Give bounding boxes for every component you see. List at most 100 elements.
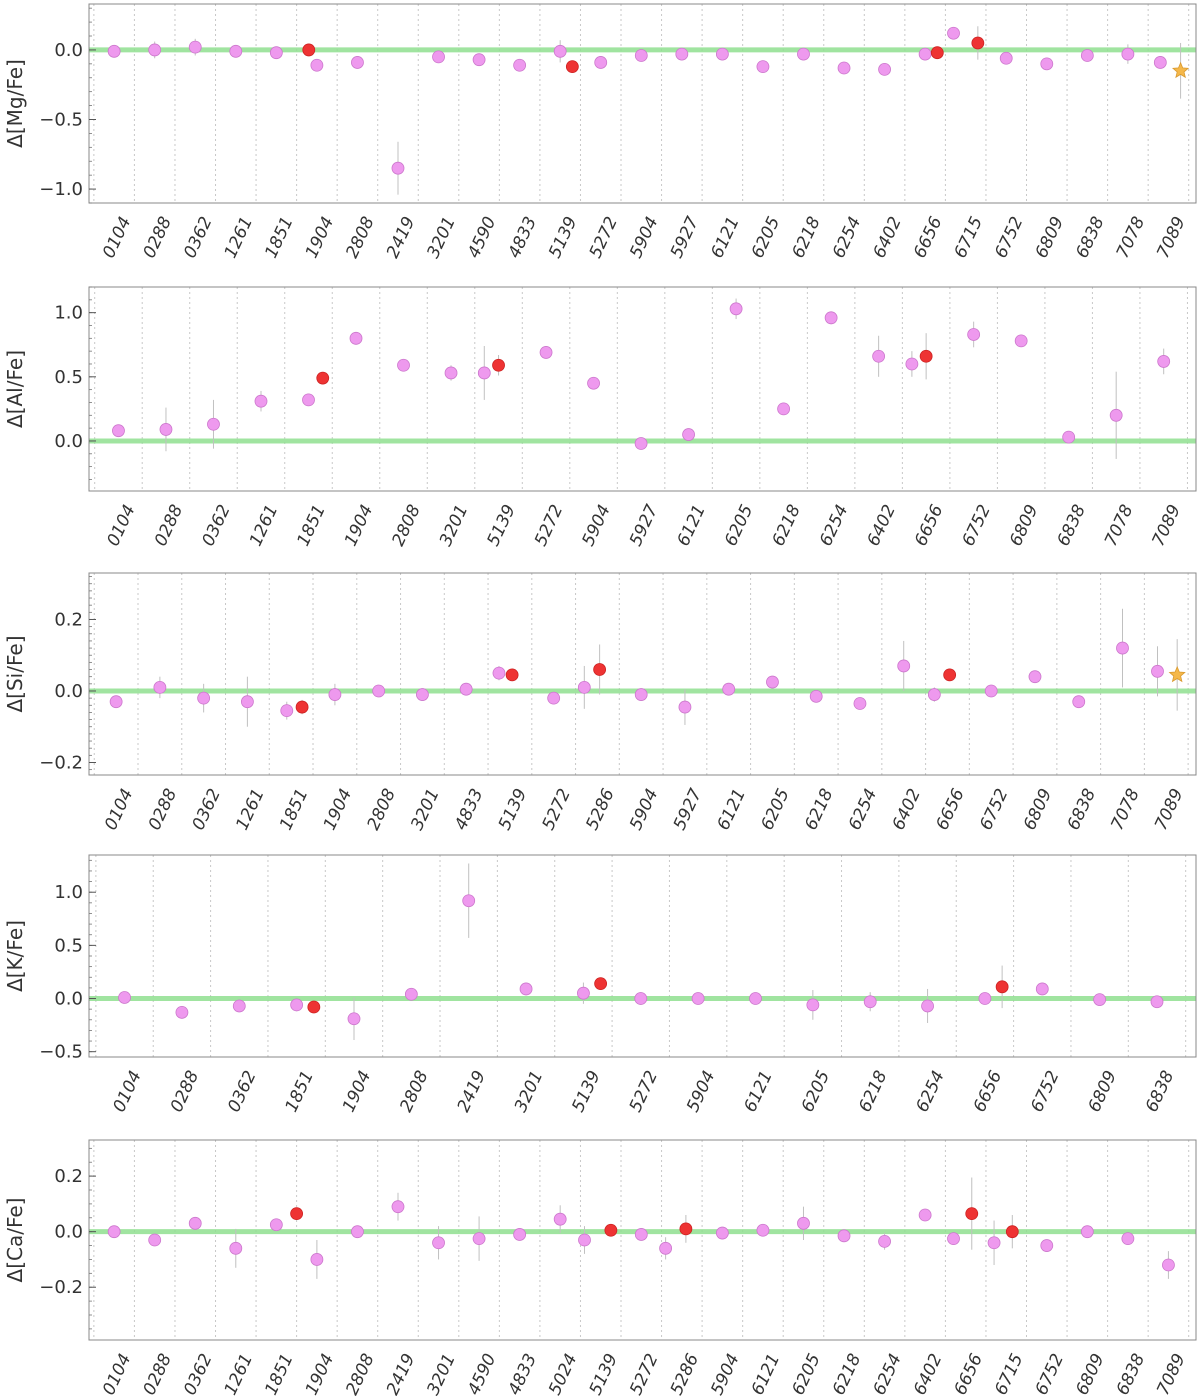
data-marker [577,681,591,694]
data-marker [777,402,791,416]
x-tick-label: 5024 [545,1351,581,1398]
x-tick-label: 7089 [1153,214,1189,262]
x-tick-label: 0104 [99,214,135,262]
x-tick-label: 2808 [396,1068,432,1116]
x-tick-label: 5904 [626,786,662,834]
x-tick-label: 4833 [451,786,487,834]
x-tick-label: 7089 [1151,786,1187,834]
x-tick-label: 1904 [302,214,338,262]
x-tick-label: 4590 [464,1351,500,1398]
data-marker [587,376,600,390]
highlight-marker [679,1222,693,1236]
y-tick-label: 0.0 [54,681,83,702]
data-marker [634,49,648,62]
data-marker [240,695,254,709]
data-marker [878,63,891,76]
data-marker [905,357,919,371]
data-marker [118,991,131,1004]
data-marker [1040,57,1054,71]
data-marker [462,894,476,908]
x-tick-label: 0362 [198,502,234,550]
x-tick-label: 6809 [1032,214,1068,262]
y-tick-label: 0.5 [54,935,83,956]
x-tick-label: 6254 [816,502,852,550]
y-tick-label: 0.0 [54,431,83,452]
data-marker [1150,995,1164,1009]
data-marker [1121,47,1135,61]
data-marker [159,423,173,436]
data-marker [347,1012,361,1026]
data-marker [459,682,473,696]
x-tick-label: 6656 [951,1351,987,1398]
x-tick-label: 6254 [869,1351,905,1398]
data-marker [372,684,386,698]
highlight-marker [593,663,607,676]
x-tick-label: 5139 [483,502,519,550]
x-tick-label: 3201 [407,786,443,834]
data-marker [682,428,695,441]
highlight-marker [971,36,985,50]
x-tick-label: 7089 [1149,502,1185,550]
x-tick-label: 1904 [320,786,356,834]
y-tick-label: 0.0 [54,1222,83,1243]
x-tick-label: 6254 [829,214,865,262]
x-tick-label: 0288 [145,786,181,834]
x-tick-label: 6656 [910,214,946,262]
x-tick-label: 5272 [539,786,575,834]
data-marker [148,43,162,57]
x-tick-label: 1851 [293,502,329,550]
data-marker [967,328,981,341]
x-tick-label: 2419 [383,214,419,262]
x-tick-label: 6254 [912,1068,948,1116]
data-marker [391,161,405,175]
data-marker [254,394,268,408]
x-tick-label: 0362 [180,214,216,262]
x-tick-label: 6656 [911,502,947,550]
data-marker [1109,408,1123,422]
data-marker [229,44,243,58]
x-tick-label: 5904 [683,1068,719,1116]
data-marker [634,992,648,1005]
x-tick-label: 6121 [740,1068,776,1116]
highlight-marker [1005,1225,1019,1239]
x-tick-label: 6809 [1020,786,1056,834]
highlight-marker [302,43,316,57]
x-tick-label: 6402 [869,214,905,262]
x-tick-label: 0104 [103,502,139,550]
x-tick-label: 5272 [586,214,622,262]
y-tick-label: 0.0 [54,40,83,61]
data-marker [1121,1232,1135,1246]
x-tick-label: 4833 [505,1351,541,1398]
data-marker [766,675,779,689]
y-tick-label: 0.2 [54,1166,83,1187]
y-axis-label: Δ[Ca/Fe] [3,1198,27,1283]
data-marker [107,44,121,58]
x-tick-label: 3201 [511,1068,547,1116]
y-tick-label: 1.0 [54,882,83,903]
data-marker [897,659,911,673]
x-tick-label: 5927 [626,502,662,550]
data-marker [310,58,324,72]
x-tick-label: 6838 [1054,502,1090,550]
x-tick-label: 5927 [670,786,706,834]
data-marker [107,1225,121,1239]
data-marker [553,44,567,58]
plot-frame [88,854,1197,1058]
data-marker [577,986,590,1000]
data-marker [1093,993,1107,1006]
y-axis-label: Δ[Al/Fe] [3,350,27,428]
data-marker [188,40,202,54]
data-marker [404,987,418,1001]
x-tick-label: 5927 [667,214,703,262]
x-tick-label: 5286 [582,786,618,834]
x-tick-label: 6656 [970,1068,1006,1116]
x-tick-label: 6218 [829,1351,865,1398]
data-marker [310,1253,324,1266]
y-tick-label: −1.0 [39,179,83,200]
data-marker [1153,56,1167,69]
x-tick-label: 0104 [99,1351,135,1398]
y-axis-label: Δ[K/Fe] [3,920,27,992]
data-marker [797,1216,810,1230]
x-tick-label: 4590 [464,214,500,262]
data-marker [269,46,283,60]
